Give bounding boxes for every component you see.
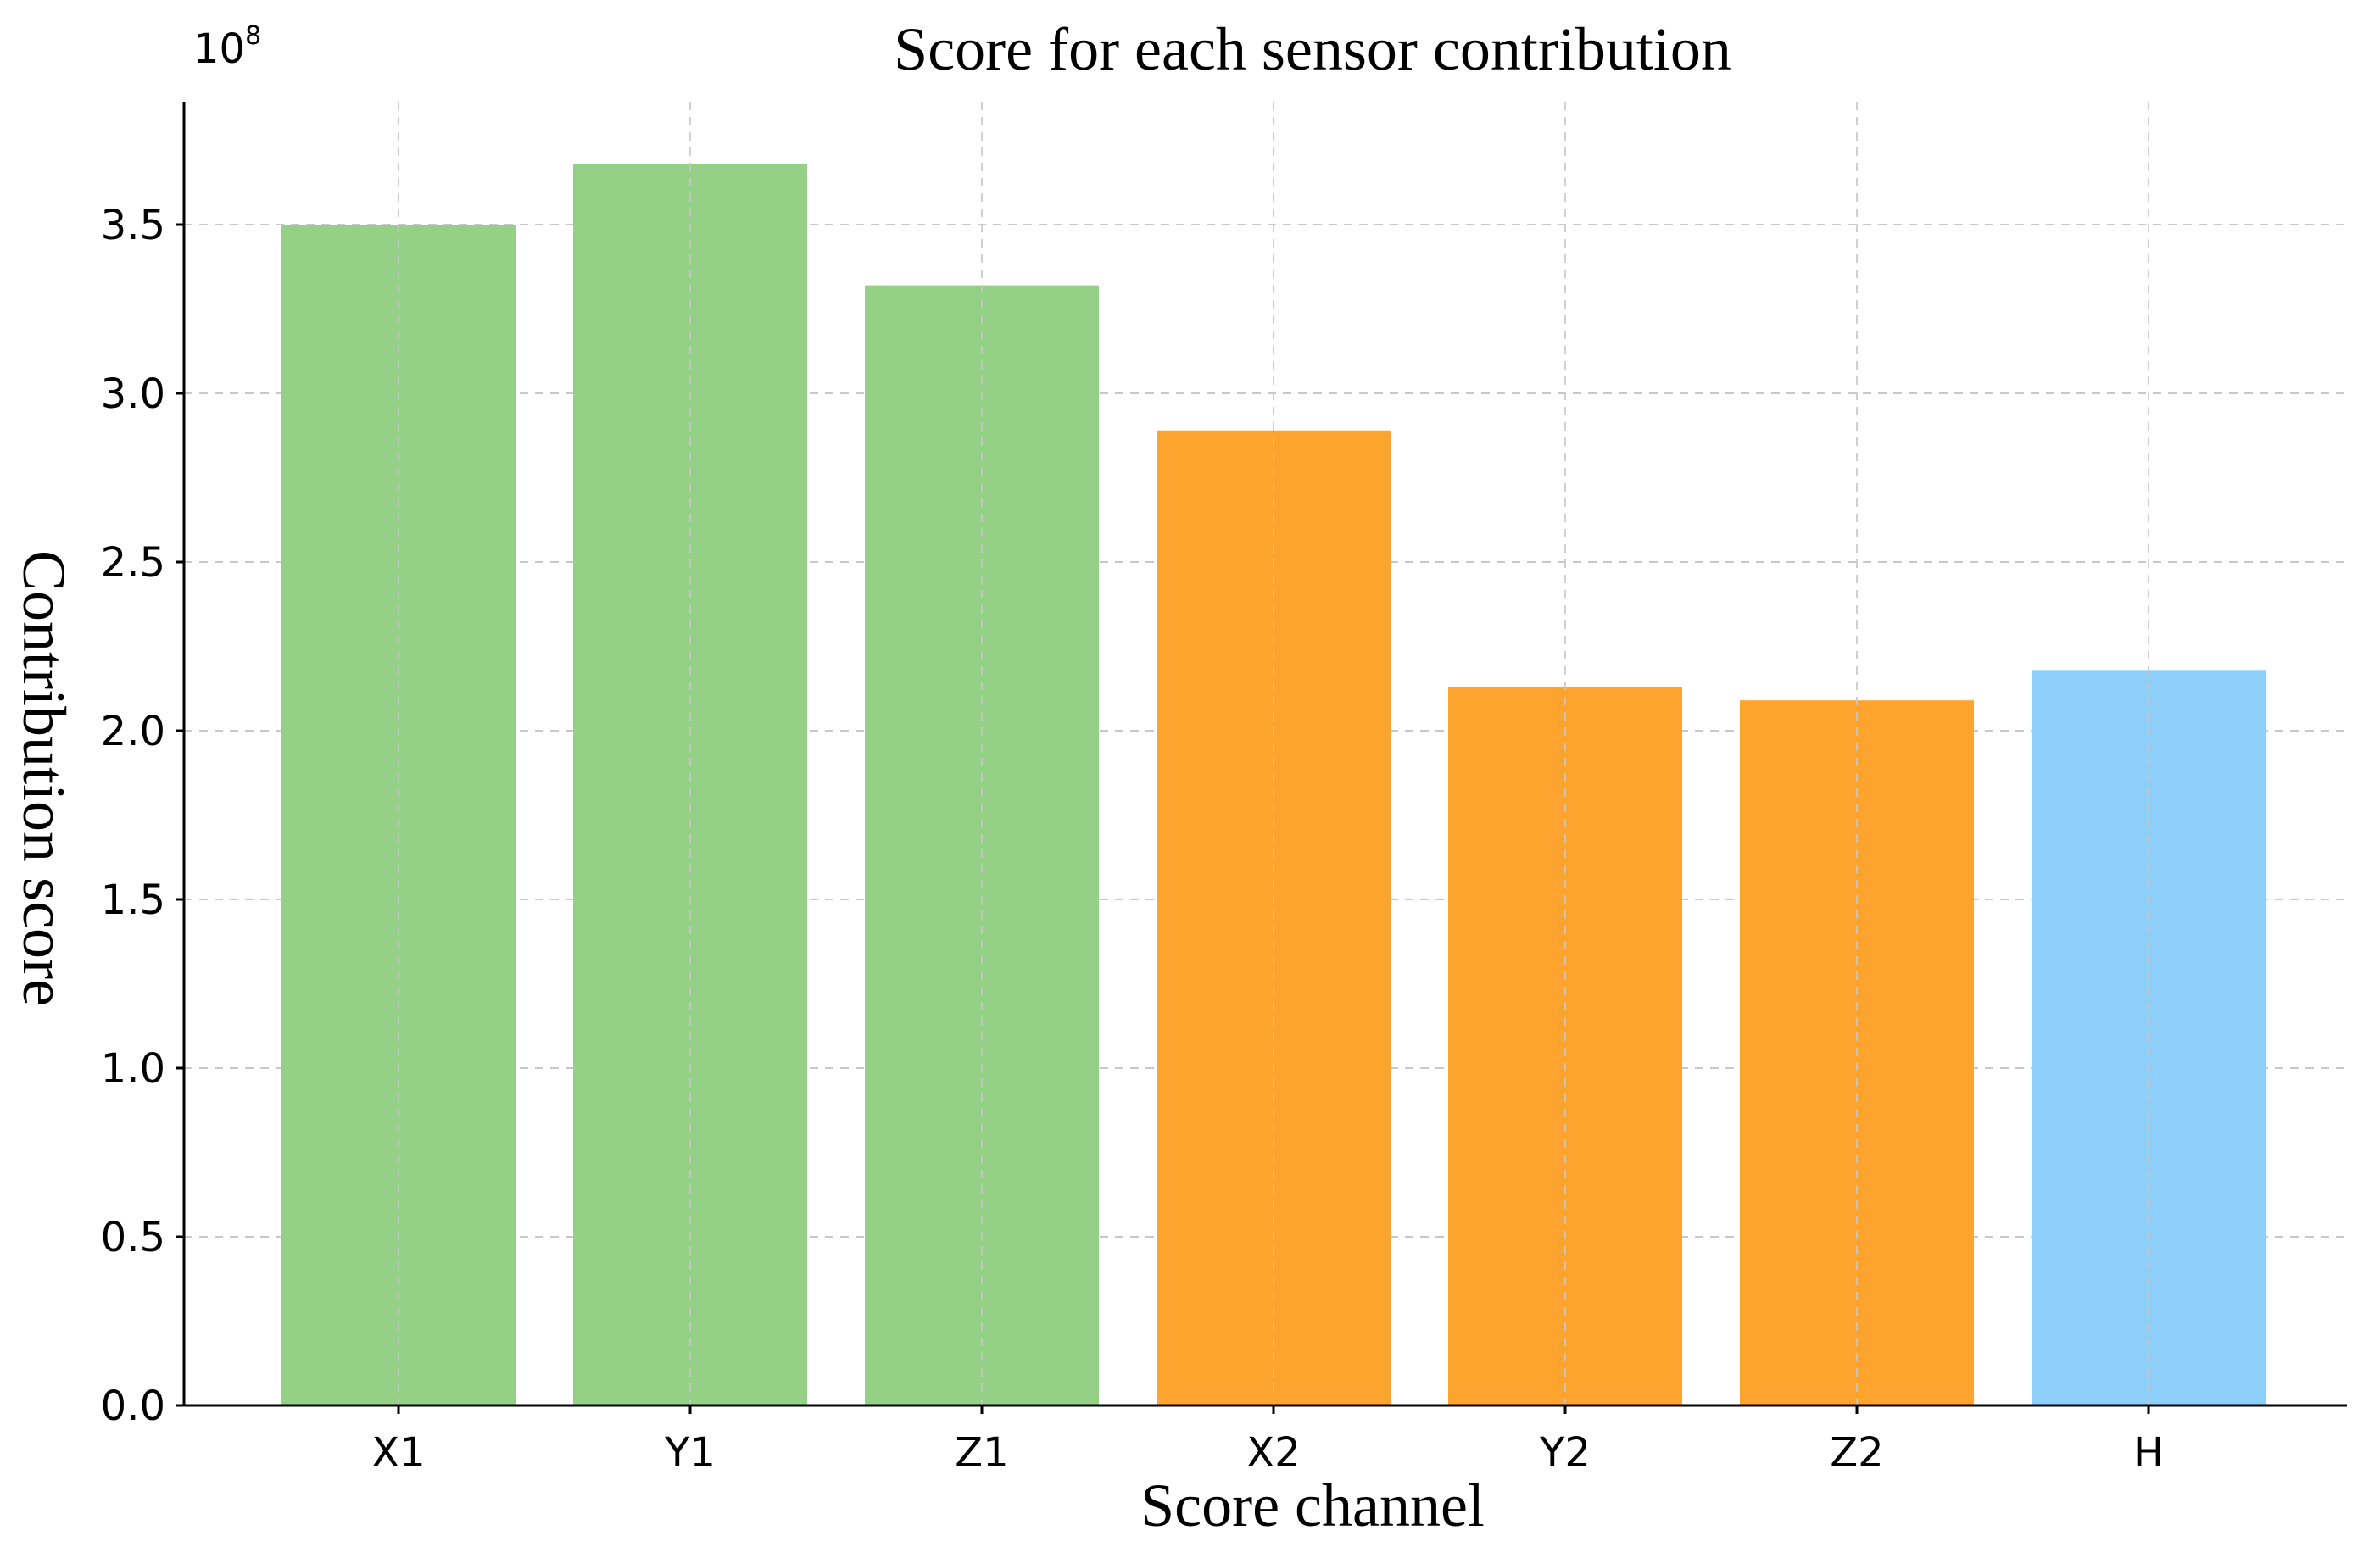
bar-x1	[281, 225, 516, 1405]
axes-layer	[182, 102, 2347, 1407]
y-tick-label: 2.5	[101, 539, 165, 587]
x-tick-label: Z2	[1830, 1429, 1883, 1477]
ticks-layer: 0.0 0.5 1.0 1.5 2.0 2.5 3.0 3.5 X1 Y1 Z1 X2 Y2 Z2 H	[101, 202, 2164, 1477]
y-scale-exponent: 8	[245, 21, 261, 51]
bars-layer	[281, 102, 2266, 1406]
y-scale-multiplier: 108	[193, 21, 261, 73]
y-tick-label: 3.0	[101, 370, 165, 418]
chart-title: Score for each sensor contribution	[894, 15, 1731, 83]
y-tick-label: 0.5	[101, 1214, 165, 1261]
y-tick-label: 3.5	[101, 202, 165, 249]
y-axis-label: Contribution score	[10, 550, 78, 1006]
x-axis-label: Score channel	[1140, 1472, 1485, 1539]
x-tick-label: X2	[1246, 1429, 1300, 1477]
x-tick-label: Z1	[955, 1429, 1008, 1477]
x-tick-label: X1	[371, 1429, 425, 1477]
grid-layer	[184, 224, 2347, 1238]
y-tick-label: 0.0	[101, 1383, 165, 1430]
x-tick-label: Y2	[1539, 1429, 1591, 1477]
x-tick-label: Y1	[664, 1429, 716, 1477]
y-scale-base: 10	[193, 25, 245, 73]
bar-y1	[573, 164, 807, 1406]
y-tick-label: 1.5	[101, 876, 165, 924]
y-tick-label: 1.0	[101, 1045, 165, 1093]
x-tick-label: H	[2133, 1429, 2164, 1477]
y-tick-label: 2.0	[101, 708, 165, 755]
